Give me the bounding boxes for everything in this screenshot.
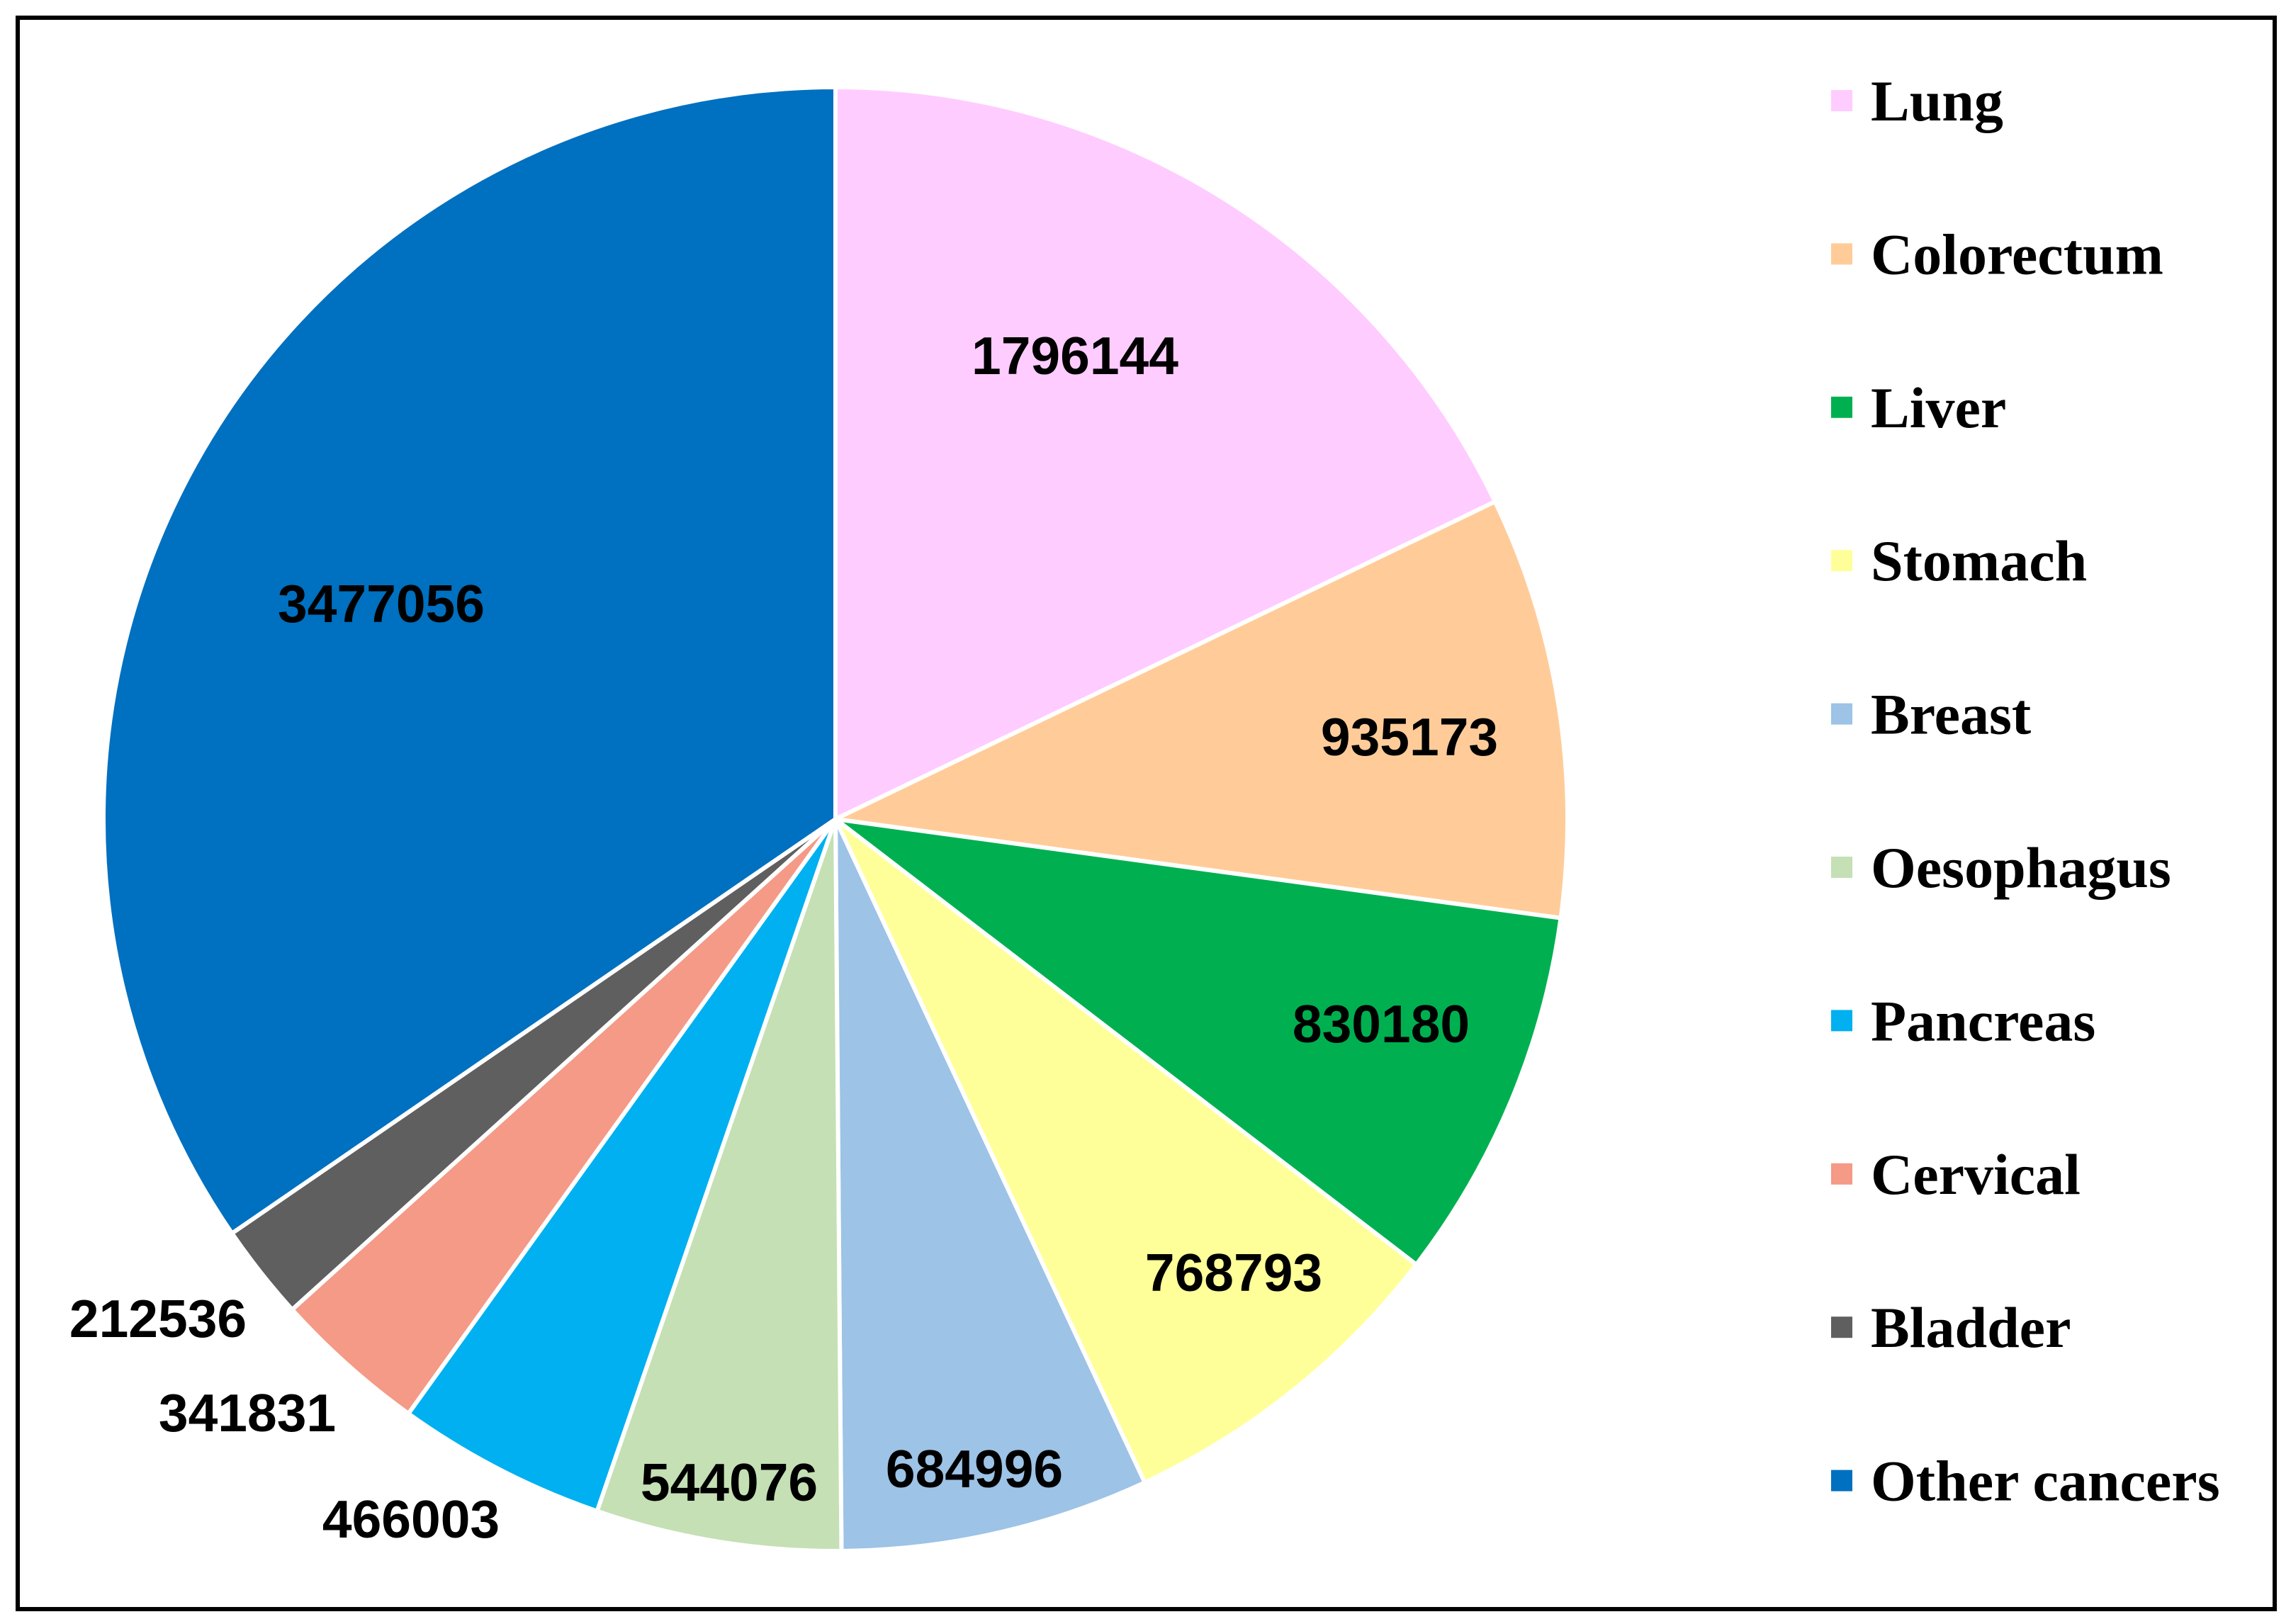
pie-slice-breast [833,817,1147,1553]
legend-label-colorectum: Colorectum [1871,222,2163,286]
legend-swatch-lung [1831,90,1852,111]
legend-swatch-stomach [1831,550,1852,572]
legend-label-bladder: Bladder [1871,1295,2071,1360]
data-label-stomach: 768793 [1145,1243,1322,1302]
data-label-lung: 1796144 [972,326,1178,385]
data-label-bladder: 212536 [69,1289,247,1348]
legend-item-oesophagus: Oesophagus [1831,835,2171,900]
legend-swatch-liver [1831,396,1852,418]
legend-swatch-pancreas [1831,1010,1852,1032]
pie-slice-oesophagus [595,817,844,1553]
legend-item-colorectum: Colorectum [1831,222,2163,286]
legend-label-pancreas: Pancreas [1871,988,2095,1053]
data-label-liver: 830180 [1293,994,1470,1054]
legend-label-stomach: Stomach [1871,529,2087,593]
legend-item-pancreas: Pancreas [1831,988,2095,1053]
data-label-pancreas: 466003 [322,1489,500,1549]
legend-swatch-breast [1831,703,1852,725]
legend-item-stomach: Stomach [1831,529,2087,593]
data-label-oesophagus: 544076 [641,1453,818,1512]
legend-swatch-colorectum [1831,243,1852,265]
pie-slice-liver [833,817,1563,1267]
legend-item-liver: Liver [1831,376,2006,440]
legend-item-bladder: Bladder [1831,1295,2071,1360]
data-label-cervical: 341831 [159,1383,336,1443]
pie-slice-pancreas [406,817,838,1513]
data-label-other-cancers: 3477056 [278,574,485,633]
legend-item-other-cancers: Other cancers [1831,1449,2220,1513]
pie-slices [101,85,1570,1553]
legend-label-liver: Liver [1871,376,2006,440]
pie-slice-colorectum [833,499,1570,920]
legend: Lung Colorectum Liver Stomach Breast Oesophag… [1831,69,2220,1513]
pie-slice-other-cancers [101,85,838,1236]
pie-slice-lung [833,85,1497,821]
legend-item-cervical: Cervical [1831,1142,2081,1207]
data-label-breast: 684996 [886,1439,1063,1499]
legend-label-breast: Breast [1871,682,2031,747]
legend-swatch-cervical [1831,1163,1852,1185]
pie-slice-cervical [290,817,838,1416]
legend-label-lung: Lung [1871,69,2003,133]
legend-label-oesophagus: Oesophagus [1871,835,2171,900]
data-labels: 1796144 935173 830180 768793 684996 544076 466… [69,326,1498,1549]
legend-item-lung: Lung [1831,69,2003,133]
legend-item-breast: Breast [1831,682,2031,747]
legend-swatch-oesophagus [1831,857,1852,878]
legend-label-other-cancers: Other cancers [1871,1449,2220,1513]
data-label-colorectum: 935173 [1321,707,1498,767]
legend-label-cervical: Cervical [1871,1142,2081,1207]
pie-slice-stomach [833,817,1419,1485]
legend-swatch-other-cancers [1831,1470,1852,1492]
legend-swatch-bladder [1831,1316,1852,1338]
